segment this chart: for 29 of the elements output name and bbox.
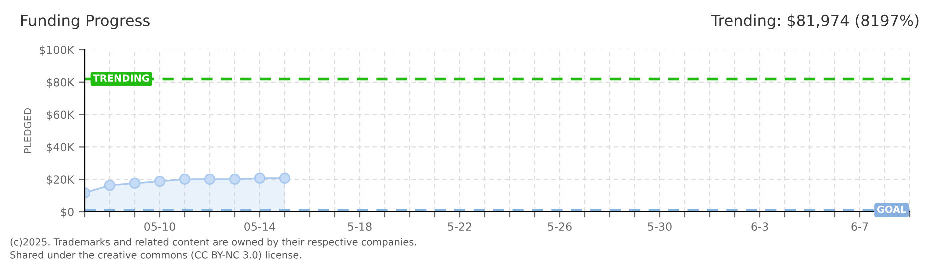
x-tick-label: 05-10 — [144, 222, 176, 232]
y-tick-label: $20K — [47, 175, 75, 186]
y-tick-label: $80K — [47, 78, 75, 88]
text: Shared under the creative commons (CC BY-NC 3.0) license. — [10, 251, 302, 260]
point — [229, 174, 241, 185]
point — [179, 174, 191, 185]
y-tick-label: $60K — [47, 110, 75, 121]
x-tick-label: 05-14 — [244, 222, 276, 232]
y-tick-label: $40K — [47, 142, 75, 154]
ref-line-label: GOAL — [877, 206, 906, 214]
chart-title: Funding Progress — [22, 14, 150, 30]
x-tick-label: 5-18 — [348, 222, 372, 232]
ref-line-label: TRENDING — [93, 74, 150, 82]
y-axis-title: PLEDGED — [24, 108, 32, 154]
x-tick-label: 5-26 — [548, 222, 572, 232]
x-tick-label: 5-22 — [448, 222, 472, 232]
text: (c)2025. Trademarks and related content are owned by their respective companies. — [10, 238, 416, 248]
y-tick-label: $0 — [61, 208, 74, 218]
x-tick-label: 6-3 — [752, 222, 768, 232]
point — [129, 178, 141, 190]
point — [254, 172, 266, 184]
x-tick-label: 6-7 — [852, 222, 868, 232]
y-tick-label: $100K — [40, 46, 75, 56]
point — [104, 180, 116, 192]
point — [279, 172, 291, 184]
x-tick-label: 5-30 — [648, 222, 672, 232]
point — [154, 176, 166, 188]
point — [204, 174, 216, 185]
chart-subtitle: Trending: $81,974 (8197%) — [711, 14, 919, 30]
